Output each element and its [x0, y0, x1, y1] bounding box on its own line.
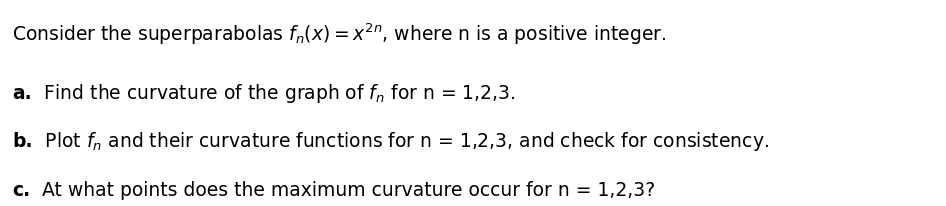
Text: a.: a.	[12, 84, 32, 103]
Text: At what points does the maximum curvature occur for n = 1,2,3?: At what points does the maximum curvatur…	[36, 181, 655, 200]
Text: b.: b.	[12, 132, 33, 151]
Text: Plot $f_n$ and their curvature functions for n = 1,2,3, and check for consistenc: Plot $f_n$ and their curvature functions…	[39, 130, 769, 153]
Text: Consider the superparabolas $f_n(x) = x^{2n}$, where n is a positive integer.: Consider the superparabolas $f_n(x) = x^…	[12, 22, 667, 47]
Text: Find the curvature of the graph of $f_n$ for n = 1,2,3.: Find the curvature of the graph of $f_n$…	[38, 82, 515, 105]
Text: c.: c.	[12, 181, 30, 200]
